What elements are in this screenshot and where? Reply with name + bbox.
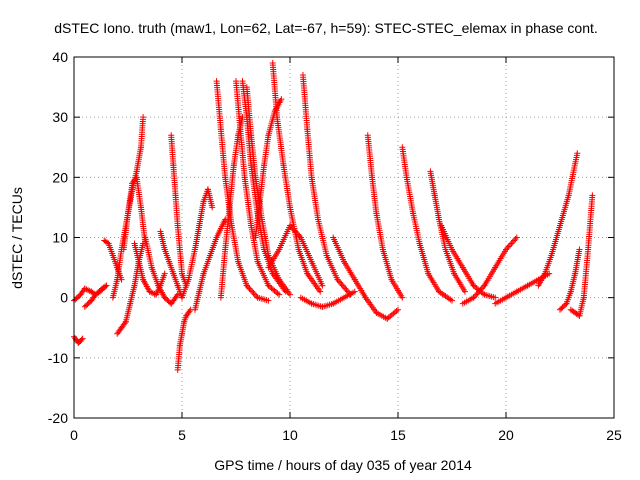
y-axis-label: dSTEC / TECUs: [9, 187, 25, 289]
data-point: [140, 114, 147, 121]
data-point: [562, 301, 569, 308]
x-tick-label: 5: [178, 427, 186, 443]
y-tick-label: 40: [52, 49, 68, 65]
x-tick-label: 10: [282, 427, 298, 443]
y-tick-label: 0: [60, 290, 68, 306]
series-layer: [71, 60, 596, 373]
data-series: [297, 288, 358, 310]
data-series: [492, 270, 553, 307]
data-point: [250, 290, 257, 297]
data-series: [81, 282, 110, 310]
y-tick-label: -20: [48, 410, 68, 426]
data-point: [513, 234, 520, 241]
x-tick-label: 0: [70, 427, 78, 443]
x-tick-label: 25: [606, 427, 622, 443]
data-point: [461, 288, 468, 295]
data-series: [427, 168, 468, 295]
data-point: [101, 283, 108, 290]
data-point: [78, 336, 85, 343]
data-series: [114, 240, 147, 337]
data-series: [252, 96, 285, 241]
chart-title: dSTEC Iono. truth (maw1, Lon=62, Lat=-67…: [54, 20, 598, 36]
x-tick-label: 15: [390, 427, 406, 443]
data-point: [246, 285, 253, 292]
y-tick-label: 10: [52, 230, 68, 246]
data-point: [319, 282, 326, 289]
data-point: [395, 306, 401, 313]
data-point: [449, 297, 455, 304]
data-point: [317, 288, 324, 295]
data-series: [71, 333, 86, 346]
y-tick-label: -10: [48, 350, 68, 366]
data-point: [104, 239, 111, 246]
data-series: [557, 246, 583, 313]
data-series: [330, 234, 401, 322]
data-point: [251, 291, 258, 298]
data-series: [243, 84, 293, 298]
data-point: [509, 239, 516, 246]
data-point: [351, 288, 358, 295]
data-point: [276, 291, 283, 298]
data-point: [507, 242, 514, 249]
data-series: [399, 144, 455, 304]
data-point: [209, 204, 216, 211]
data-series: [142, 234, 181, 307]
data-point: [399, 294, 406, 301]
data-point: [278, 96, 285, 103]
data-series: [535, 150, 581, 289]
data-point: [292, 228, 299, 235]
y-tick-label: 20: [52, 169, 68, 185]
data-series: [120, 174, 149, 253]
data-series: [213, 78, 272, 304]
data-series: [364, 132, 406, 301]
data-point: [574, 150, 581, 157]
data-point: [247, 287, 254, 294]
data-series: [233, 78, 283, 298]
x-axis-label: GPS time / hours of day 035 of year 2014: [214, 457, 472, 473]
data-series: [567, 192, 596, 319]
data-series: [265, 222, 326, 289]
tick-layer: 0 5 10 15 20 25 -20 -10 0 10 20 30 40: [48, 49, 622, 443]
data-point: [492, 294, 499, 301]
data-point: [589, 192, 596, 199]
data-point: [508, 240, 515, 247]
data-series: [459, 234, 520, 307]
data-point: [265, 297, 272, 304]
data-point: [512, 236, 519, 243]
data-point: [103, 282, 110, 289]
data-point: [505, 243, 512, 250]
data-point: [576, 246, 583, 253]
data-point: [79, 335, 86, 342]
plot-frame: [73, 56, 615, 419]
data-series: [269, 60, 324, 295]
data-point: [287, 291, 293, 298]
data-series: [191, 216, 229, 313]
grid-layer: [74, 57, 614, 418]
x-tick-label: 20: [498, 427, 514, 443]
data-series: [179, 186, 216, 301]
data-point: [511, 237, 518, 244]
data-point: [249, 288, 256, 295]
y-tick-label: 30: [52, 109, 68, 125]
data-point: [161, 270, 168, 277]
data-series: [168, 132, 190, 289]
data-series: [299, 72, 354, 298]
data-point: [222, 216, 229, 223]
data-point: [174, 291, 181, 298]
data-series: [174, 306, 194, 373]
